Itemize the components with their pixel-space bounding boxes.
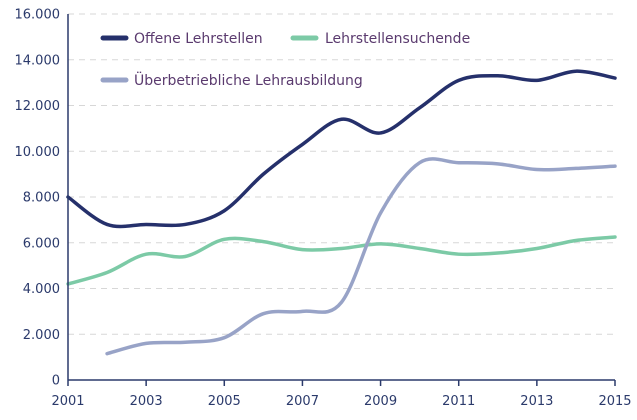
legend-label-ueberbetriebliche-lehrausbildung: Überbetriebliche Lehrausbildung: [134, 71, 363, 89]
x-tick-label: 2009: [364, 394, 397, 409]
legend-item-offene-lehrstellen: Offene Lehrstellen: [100, 31, 263, 47]
x-tick-label: 2013: [520, 394, 553, 409]
legend-item-ueberbetriebliche-lehrausbildung: Überbetriebliche Lehrausbildung: [100, 71, 363, 89]
y-tick-label: 2.000: [23, 328, 60, 343]
x-tick-label: 2001: [51, 394, 84, 409]
y-tick-label: 12.000: [15, 99, 61, 114]
y-tick-label: 0: [52, 374, 60, 389]
y-tick-label: 14.000: [15, 53, 61, 68]
axes: [67, 14, 615, 381]
grid-lines: [68, 13, 615, 335]
y-tick-label: 8.000: [23, 191, 60, 206]
series-line-ueberbetriebliche-lehrausbildung: [105, 157, 617, 356]
series-line-lehrstellensuchende: [66, 235, 617, 286]
x-tick-label: 2015: [598, 394, 631, 409]
x-tick-labels: 2001 2003 2005 2007 2009 2011 2013 2015: [51, 380, 632, 409]
x-tick-label: 2005: [208, 394, 241, 409]
x-tick-label: 2007: [286, 394, 319, 409]
x-tick-label: 2003: [130, 394, 163, 409]
series-line-offene-lehrstellen: [66, 69, 617, 229]
y-tick-label: 10.000: [15, 145, 61, 160]
series-lines: [66, 69, 617, 356]
legend-label-offene-lehrstellen: Offene Lehrstellen: [134, 31, 263, 47]
legend: Offene Lehrstellen Lehrstellensuchende Ü…: [100, 31, 470, 89]
legend-item-lehrstellensuchende: Lehrstellensuchende: [290, 31, 470, 47]
y-tick-label: 4.000: [23, 282, 60, 297]
legend-label-lehrstellensuchende: Lehrstellensuchende: [325, 31, 470, 47]
y-tick-label: 6.000: [23, 236, 60, 251]
x-tick-label: 2011: [442, 394, 475, 409]
y-tick-labels: 0 2.000 4.000 6.000 8.000 10.000 12.000 14.000 1…: [15, 8, 61, 389]
y-tick-label: 16.000: [15, 8, 61, 23]
